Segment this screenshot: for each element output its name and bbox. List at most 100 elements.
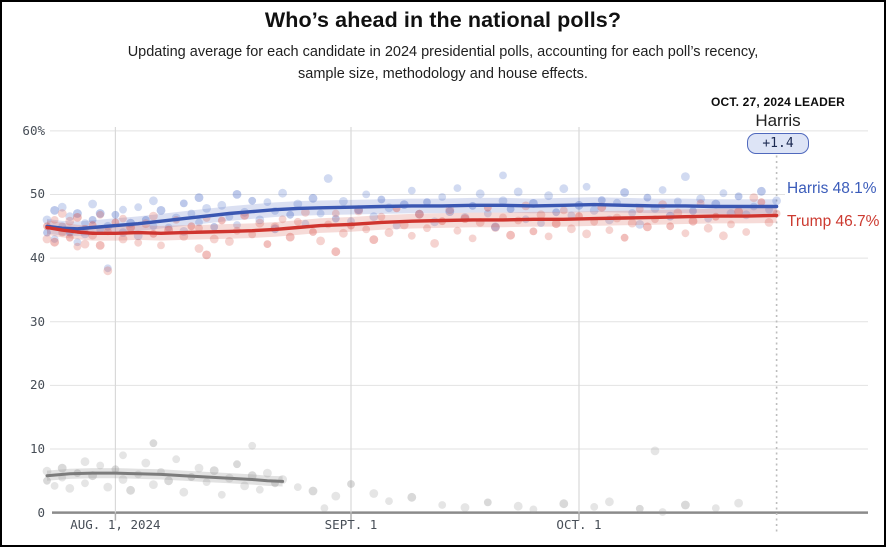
poll-dot: [331, 491, 341, 501]
poll-dot: [643, 193, 652, 202]
poll-dot: [309, 228, 317, 236]
poll-dot: [513, 501, 523, 511]
poll-dot: [65, 484, 75, 493]
poll-dot: [149, 480, 158, 489]
poll-dot: [95, 209, 105, 218]
poll-dot: [673, 197, 682, 206]
poll-dot: [73, 209, 82, 218]
page-title: Who’s ahead in the national polls?: [264, 8, 622, 32]
poll-dot: [688, 216, 698, 226]
average-line-2: [45, 471, 285, 483]
poll-dot: [217, 490, 226, 499]
poll-dot: [156, 206, 166, 215]
y-tick-label-10: 10: [29, 440, 45, 456]
poll-dot: [172, 455, 181, 464]
poll-dot: [719, 189, 728, 198]
y-tick-label-40: 40: [29, 250, 45, 266]
poll-dot: [711, 504, 720, 512]
poll-dot: [194, 193, 204, 203]
poll-dot: [149, 439, 158, 448]
poll-dot: [407, 231, 416, 240]
y-tick-label-30: 30: [29, 313, 45, 329]
poll-dot: [278, 215, 287, 224]
poll-dot: [57, 202, 67, 212]
poll-dot: [703, 223, 713, 233]
harris-end-label-text: Harris 48.1%: [785, 180, 879, 197]
poll-dot: [286, 210, 295, 219]
poll-dot: [666, 222, 675, 231]
poll-dot: [498, 196, 508, 206]
poll-dot: [217, 200, 227, 210]
leader-date-heading: OCT. 27, 2024 LEADER: [710, 95, 846, 109]
poll-dot: [248, 441, 257, 450]
poll-dot: [407, 492, 417, 502]
poll-dot: [111, 210, 120, 219]
poll-dot: [88, 216, 97, 224]
poll-dot: [331, 247, 341, 257]
poll-dot: [65, 216, 75, 226]
poll-dot: [187, 209, 196, 218]
poll-dot: [42, 215, 52, 225]
poll-dot: [658, 186, 667, 194]
poll-dot: [597, 196, 606, 205]
poll-dot: [209, 466, 219, 475]
poll-dot: [453, 226, 462, 235]
trump-end-label-text: Trump 46.7%: [785, 213, 882, 230]
poll-dot: [689, 207, 697, 215]
poll-dot: [134, 238, 143, 247]
poll-dot: [149, 211, 158, 221]
y-tick-label-0: 0: [37, 504, 45, 520]
poll-dot: [320, 504, 329, 512]
poll-dot: [217, 216, 226, 225]
poll-dot: [73, 238, 82, 247]
x-tick-label: AUG. 1, 2024: [70, 517, 161, 532]
poll-dot: [757, 198, 766, 207]
poll-dot: [65, 212, 75, 222]
poll-dot: [81, 219, 89, 228]
poll-dot: [537, 219, 545, 228]
poll-dot: [369, 489, 379, 498]
poll-dot: [544, 232, 553, 241]
poll-dot: [103, 266, 113, 276]
poll-dot: [88, 199, 97, 209]
poll-dot: [43, 228, 51, 237]
leader-margin-badge: +1.4: [747, 133, 809, 154]
poll-dot: [255, 215, 265, 225]
poll-dot: [119, 214, 127, 223]
poll-dot: [635, 504, 644, 513]
poll-dot: [438, 501, 447, 509]
poll-dot: [164, 476, 174, 486]
poll-dot: [536, 210, 546, 220]
poll-dot: [681, 229, 690, 238]
poll-dot: [559, 206, 568, 215]
poll-dot: [96, 210, 105, 219]
poll-dot: [772, 196, 781, 206]
poll-dot: [210, 223, 219, 231]
poll-dot: [80, 239, 90, 249]
chart-subtitle-line2: sample size, methodology and house effec…: [298, 65, 588, 82]
poll-dot: [605, 226, 614, 235]
poll-dot: [430, 239, 439, 248]
poll-dot: [119, 205, 127, 214]
poll-dot: [635, 220, 645, 229]
poll-dot: [385, 497, 393, 505]
poll-dot: [248, 196, 257, 205]
poll-dot: [248, 230, 257, 239]
poll-dot: [567, 211, 576, 220]
chart-subtitle-line1: Updating average for each candidate in 2…: [127, 44, 759, 60]
poll-dot: [468, 234, 477, 243]
poll-dot: [544, 191, 553, 201]
poll-dot: [483, 498, 492, 507]
poll-dot: [415, 209, 424, 219]
poll-dot: [263, 468, 272, 478]
poll-dot: [339, 228, 348, 238]
poll-dot: [285, 232, 295, 242]
poll-dot: [233, 460, 241, 469]
poll-dots-2: [42, 439, 743, 516]
poll-dot: [57, 209, 67, 218]
poll-dot: [308, 193, 318, 203]
poll-dot: [187, 222, 196, 231]
poll-dot: [658, 508, 667, 516]
poll-dot: [118, 234, 128, 244]
